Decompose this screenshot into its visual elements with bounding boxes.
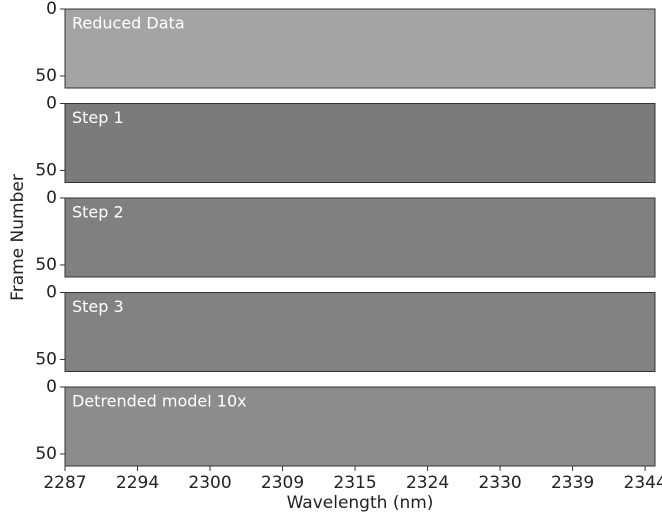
x-tick-label: 2300 [188,473,231,493]
panel-label: Step 2 [72,203,124,222]
heatmap-panel [64,103,656,183]
y-tick-label: 50 [35,160,57,180]
x-tick-label: 2309 [261,473,304,493]
heatmap-panel [64,292,656,372]
x-tick-label: 2315 [333,473,376,493]
panel-label: Step 1 [72,108,124,127]
x-tick-label: 2287 [43,473,86,493]
heatmap-panel [64,386,656,467]
y-tick-label: 50 [35,444,57,464]
x-axis-label: Wavelength (nm) [287,493,434,513]
x-tick-label: 2344 [624,473,662,493]
x-tick-label: 2330 [478,473,521,493]
x-tick-label: 2294 [116,473,159,493]
y-tick-label: 50 [35,66,57,86]
panel-label: Detrended model 10x [72,392,247,411]
y-tick-label: 50 [35,255,57,275]
heatmap-panel [64,8,656,89]
y-tick-label: 0 [46,94,57,114]
y-tick-label: 0 [46,377,57,397]
y-tick-label: 0 [46,0,57,19]
x-tick-label: 2339 [551,473,594,493]
x-tick-label: 2324 [406,473,449,493]
y-axis-label: Frame Number [8,174,28,301]
y-tick-label: 0 [46,188,57,208]
heatmap-panel [64,197,656,278]
y-tick-label: 50 [35,349,57,369]
panel-label: Step 3 [72,297,124,316]
y-tick-label: 0 [46,283,57,303]
panel-label: Reduced Data [72,14,185,33]
